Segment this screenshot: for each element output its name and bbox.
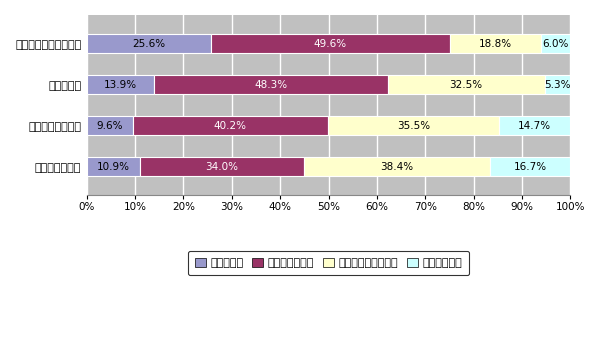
Bar [87, 116, 133, 135]
Legend: 感じている, やや感じている, あまり感じていない, 感じていない: 感じている, やや感じている, あまり感じていない, 感じていない [188, 251, 469, 275]
Text: 38.4%: 38.4% [380, 162, 413, 172]
Text: 13.9%: 13.9% [104, 80, 137, 90]
Bar [499, 116, 570, 135]
Text: 16.7%: 16.7% [514, 162, 547, 172]
Text: 40.2%: 40.2% [214, 121, 247, 131]
Text: 35.5%: 35.5% [397, 121, 430, 131]
Bar [133, 116, 328, 135]
Bar [545, 75, 570, 94]
Text: 5.3%: 5.3% [544, 80, 571, 90]
Bar [87, 75, 154, 94]
Bar [304, 157, 490, 176]
Bar [490, 157, 570, 176]
Text: 25.6%: 25.6% [132, 38, 165, 49]
Bar [451, 34, 541, 53]
Text: 9.6%: 9.6% [97, 121, 123, 131]
Text: 34.0%: 34.0% [205, 162, 238, 172]
Bar [154, 75, 388, 94]
Bar [211, 34, 451, 53]
Bar [541, 34, 570, 53]
Text: 10.9%: 10.9% [97, 162, 130, 172]
Bar [328, 116, 499, 135]
Text: 32.5%: 32.5% [449, 80, 482, 90]
Text: 14.7%: 14.7% [518, 121, 551, 131]
Text: 49.6%: 49.6% [314, 38, 347, 49]
Text: 6.0%: 6.0% [542, 38, 569, 49]
Bar [87, 157, 140, 176]
Bar [388, 75, 545, 94]
Bar [140, 157, 304, 176]
Text: 48.3%: 48.3% [254, 80, 287, 90]
Bar [87, 34, 211, 53]
Text: 18.8%: 18.8% [479, 38, 512, 49]
